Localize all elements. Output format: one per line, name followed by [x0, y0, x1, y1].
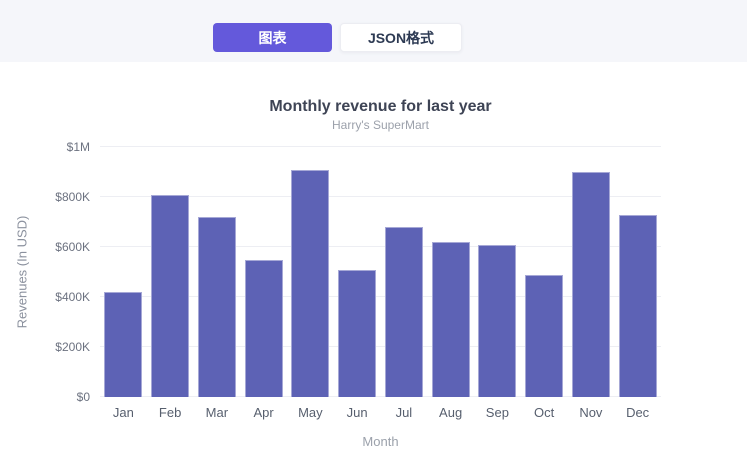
- bars: [100, 147, 661, 397]
- revenue-chart-card: Monthly revenue for last year Harry's Su…: [0, 62, 747, 470]
- y-tick-label: $0: [76, 390, 90, 404]
- y-tick-label: $200K: [55, 340, 90, 354]
- bar-oct[interactable]: [525, 274, 564, 397]
- gridline: [100, 296, 661, 297]
- x-tick-label-apr: Apr: [253, 405, 274, 420]
- bar-feb[interactable]: [151, 194, 190, 397]
- gridline: [100, 396, 661, 397]
- bar-slot: [427, 147, 474, 397]
- bar-slot: [240, 147, 287, 397]
- x-tick-label-jun: Jun: [346, 405, 368, 420]
- bar-sep[interactable]: [478, 244, 517, 397]
- x-tick-label-aug: Aug: [439, 405, 463, 420]
- x-tick-label-jul: Jul: [395, 405, 413, 420]
- json-view-button[interactable]: JSON格式: [340, 23, 462, 52]
- chart-subtitle: Harry's SuperMart: [332, 118, 429, 132]
- gridlines: [100, 146, 661, 397]
- x-tick-label-oct: Oct: [534, 405, 555, 420]
- x-tick-label-mar: Mar: [205, 405, 229, 420]
- chart-view-button[interactable]: 图表: [213, 23, 332, 52]
- chart-title: Monthly revenue for last year: [269, 98, 492, 115]
- bar-jul[interactable]: [384, 227, 423, 397]
- bar-nov[interactable]: [571, 172, 610, 397]
- gridline: [100, 146, 661, 147]
- view-toggle-group: 图表 JSON格式: [213, 23, 462, 52]
- gridline: [100, 196, 661, 197]
- bar-slot: [521, 147, 568, 397]
- bar-slot: [147, 147, 194, 397]
- bar-slot: [100, 147, 147, 397]
- bar-slot: [381, 147, 428, 397]
- x-tick-label-jan: Jan: [112, 405, 134, 420]
- bar-slot: [474, 147, 521, 397]
- x-tick-label-nov: Nov: [579, 405, 603, 420]
- bar-jun[interactable]: [338, 269, 377, 397]
- gridline: [100, 246, 661, 247]
- y-tick-label: $400K: [55, 290, 90, 304]
- bar-slot: [614, 147, 661, 397]
- y-tick-labels: $0 $200K $400K $600K $800K $1M: [0, 140, 90, 404]
- x-axis-title: Month: [362, 434, 399, 449]
- bar-slot: [194, 147, 241, 397]
- bar-aug[interactable]: [431, 242, 470, 397]
- x-tick-label-sep: Sep: [485, 405, 509, 420]
- plot-area: [100, 146, 661, 397]
- bar-slot: [334, 147, 381, 397]
- bar-may[interactable]: [291, 169, 330, 397]
- x-tick-label-may: May: [298, 405, 323, 420]
- x-tick-label-dec: Dec: [626, 405, 650, 420]
- view-toggle-bar: 图表 JSON格式: [0, 0, 747, 62]
- bar-slot: [287, 147, 334, 397]
- y-tick-label: $1M: [66, 140, 90, 154]
- bar-mar[interactable]: [197, 217, 236, 397]
- bar-dec[interactable]: [618, 214, 657, 397]
- y-tick-label: $600K: [55, 240, 90, 254]
- bar-jan[interactable]: [104, 292, 143, 397]
- bar-apr[interactable]: [244, 259, 283, 397]
- gridline: [100, 346, 661, 347]
- y-tick-label: $800K: [55, 190, 90, 204]
- x-tick-label-feb: Feb: [158, 405, 182, 420]
- x-tick-labels: Jan Feb Mar Apr May Jun Jul Aug Sep Oct Nov Dec: [100, 405, 661, 420]
- bar-slot: [568, 147, 615, 397]
